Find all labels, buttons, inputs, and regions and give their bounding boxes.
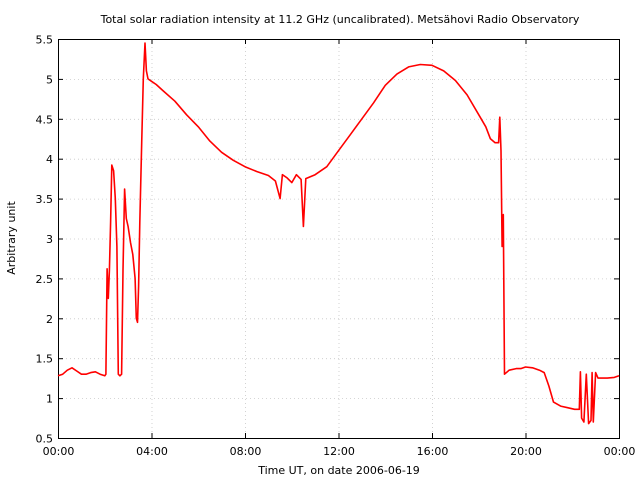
x-tick-label: 04:00 [136, 445, 168, 458]
y-axis-label: Arbitrary unit [5, 201, 18, 275]
y-tick-label: 0.5 [36, 433, 54, 446]
y-tick-label: 4 [46, 153, 53, 166]
series-line-0 [57, 42, 620, 425]
tick-layer: 00:00 04:00 08:00 12:00 16:00 20:00 00:000.511… [36, 34, 636, 459]
y-tick-label: 3 [46, 233, 53, 246]
chart-title: Total solar radiation intensity at 11.2 … [100, 13, 580, 26]
y-tick-label: 1 [46, 393, 53, 406]
y-tick-label: 5 [46, 73, 53, 86]
y-tick-label: 3.5 [36, 193, 54, 206]
y-tick-label: 2 [46, 313, 53, 326]
x-tick-label: 16:00 [417, 445, 449, 458]
y-tick-label: 2.5 [36, 273, 54, 286]
y-tick-label: 5.5 [36, 34, 54, 47]
x-tick-label: 00:00 [604, 445, 636, 458]
x-tick-label: 08:00 [230, 445, 262, 458]
y-tick-label: 1.5 [36, 353, 54, 366]
x-tick-label: 20:00 [510, 445, 542, 458]
y-tick-label: 4.5 [36, 113, 54, 126]
x-axis-label: Time UT, on date 2006-06-19 [257, 464, 420, 477]
x-tick-label: 12:00 [323, 445, 355, 458]
series-layer [57, 42, 620, 425]
x-tick-label: 00:00 [43, 445, 75, 458]
